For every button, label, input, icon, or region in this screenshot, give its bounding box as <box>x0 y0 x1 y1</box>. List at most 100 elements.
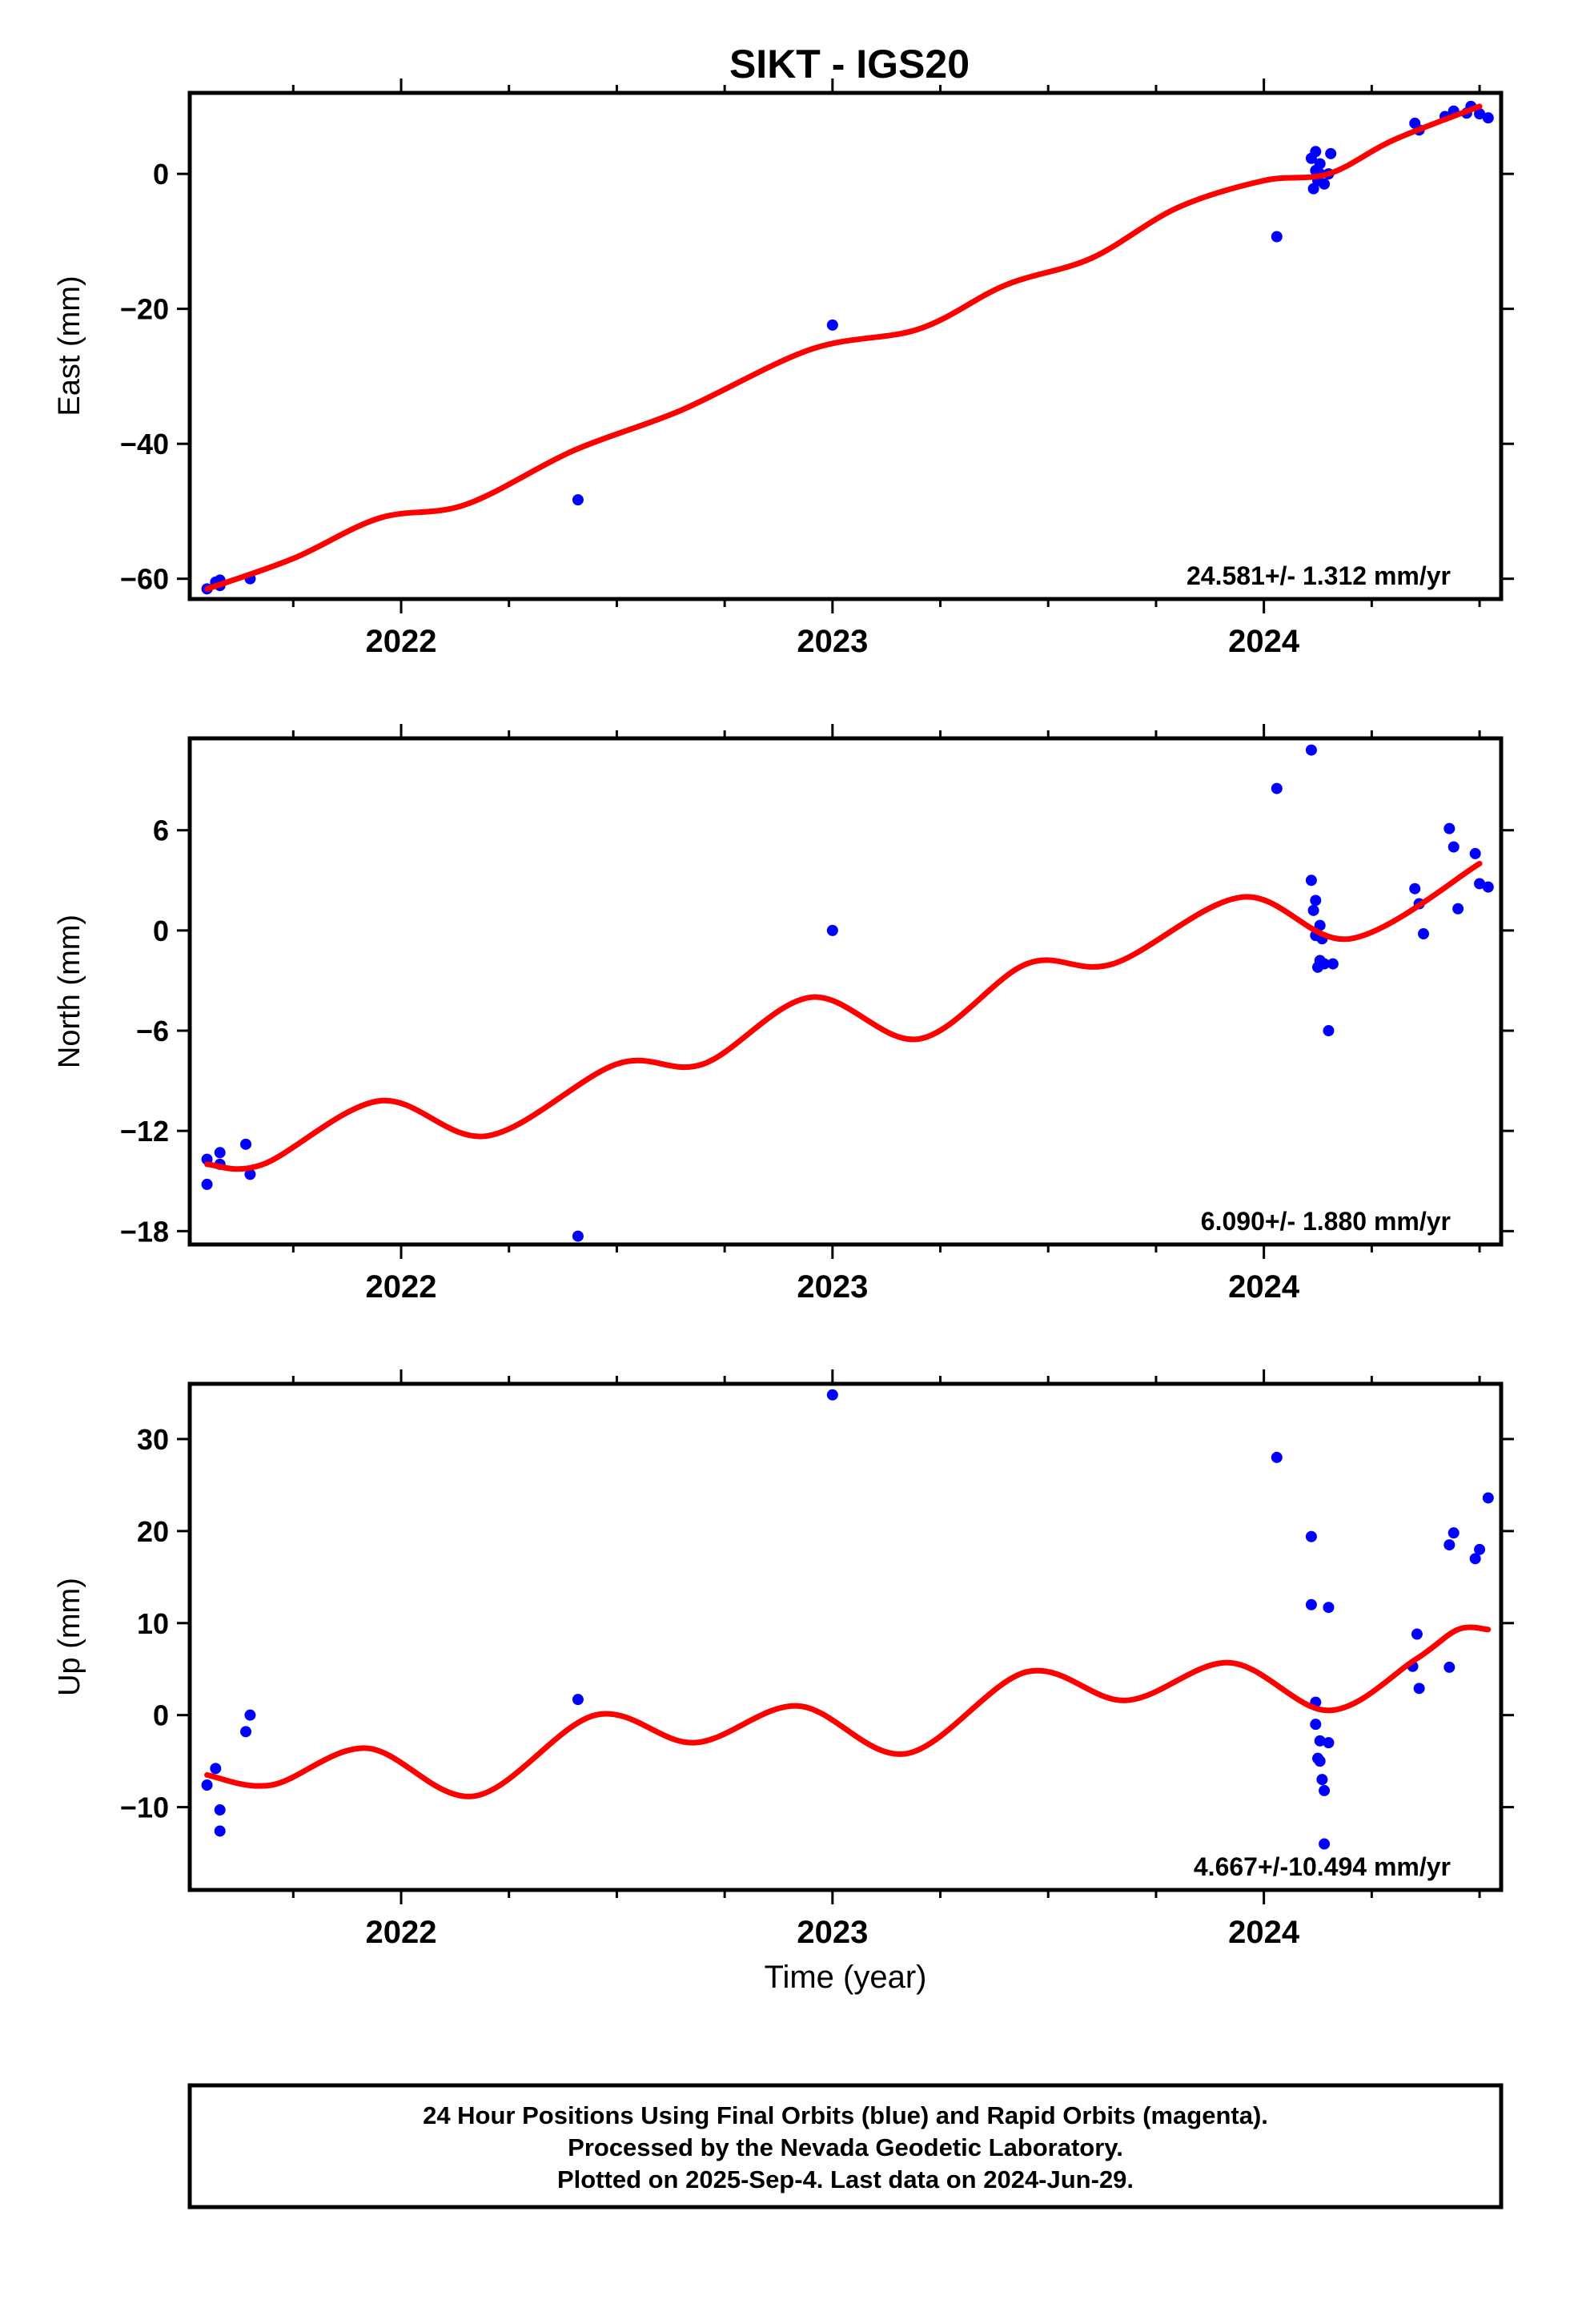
data-point <box>1305 744 1317 756</box>
y-tick-label: −6 <box>136 1015 169 1047</box>
data-point <box>1443 822 1456 834</box>
x-tick-label: 2023 <box>797 1915 868 1950</box>
data-point <box>1305 875 1317 887</box>
data-point <box>1482 881 1494 893</box>
data-point <box>1418 928 1430 940</box>
data-point <box>1413 1683 1425 1695</box>
y-tick-label: 20 <box>137 1515 169 1548</box>
y-tick-label: −40 <box>120 428 169 460</box>
x-tick-label: 2024 <box>1228 624 1300 659</box>
data-point <box>1482 1492 1494 1504</box>
data-point <box>1305 1598 1317 1610</box>
data-point <box>1323 1737 1335 1749</box>
y-tick-label: 30 <box>137 1423 169 1456</box>
data-point <box>1271 782 1283 794</box>
data-point <box>201 1178 213 1190</box>
y-tick-label: −20 <box>120 293 169 326</box>
data-point <box>1307 904 1319 916</box>
y-tick-label: 0 <box>153 158 169 191</box>
data-point <box>1469 847 1481 859</box>
data-point <box>1325 147 1337 159</box>
x-tick-label: 2024 <box>1228 1915 1300 1950</box>
data-point <box>1323 1602 1335 1614</box>
data-point <box>244 1709 256 1721</box>
x-tick-label: 2022 <box>366 1915 437 1950</box>
y-tick-label: 0 <box>153 915 169 947</box>
data-point <box>826 319 838 331</box>
y-axis-label: Up (mm) <box>53 1578 86 1696</box>
data-point <box>1314 1755 1326 1767</box>
data-point <box>1411 1628 1423 1640</box>
data-point <box>1310 146 1322 158</box>
fit-line <box>204 103 1483 592</box>
data-point <box>1314 158 1326 170</box>
footer-frame <box>187 2083 1504 2209</box>
data-point <box>240 1138 252 1150</box>
x-tick-label: 2023 <box>797 1269 868 1305</box>
data-point <box>1443 1661 1456 1673</box>
x-tick-label: 2022 <box>366 1269 437 1305</box>
panel-frame <box>187 90 1504 601</box>
data-point <box>1314 1735 1326 1747</box>
plot-area <box>201 100 1494 595</box>
data-point <box>214 1804 226 1816</box>
data-point <box>1443 1539 1456 1551</box>
data-point <box>240 1726 252 1738</box>
data-point <box>1319 1784 1331 1796</box>
panel-1: 0 −20 −40 −60 2022 2023 2024 East (mm) 24.581+/-… <box>53 78 1514 659</box>
data-point <box>1482 112 1494 124</box>
plot-area <box>201 744 1494 1242</box>
panel-3: 30 20 10 0 −10 2022 2023 2024 Up (mm) Time (year)… <box>53 1369 1514 1995</box>
data-point <box>1447 1527 1460 1539</box>
y-tick-label: 0 <box>153 1699 169 1732</box>
data-point <box>1310 895 1322 907</box>
data-point <box>1305 1530 1317 1542</box>
y-tick-label: −60 <box>120 563 169 596</box>
x-tick-label: 2024 <box>1228 1269 1300 1305</box>
data-point <box>1474 108 1486 120</box>
fit-line <box>204 1624 1492 1799</box>
y-tick-label: −12 <box>120 1115 169 1148</box>
data-point <box>1319 1838 1331 1850</box>
data-point <box>1452 903 1464 915</box>
y-tick-label: −18 <box>120 1215 169 1248</box>
x-tick-label: 2023 <box>797 624 868 659</box>
data-point <box>1271 231 1283 243</box>
footer-line-1: 24 Hour Positions Using Final Orbits (bl… <box>423 2101 1268 2129</box>
y-axis-label: East (mm) <box>53 275 86 416</box>
data-point <box>1474 878 1486 890</box>
data-point <box>1474 1543 1486 1555</box>
data-point <box>572 494 584 506</box>
y-axis-label: North (mm) <box>53 915 86 1068</box>
y-tick-label: −10 <box>120 1791 169 1824</box>
rate-annotation: 4.667+/-10.494 mm/yr <box>1194 1852 1451 1881</box>
rate-annotation: 6.090+/- 1.880 mm/yr <box>1201 1207 1451 1236</box>
panel-2: 6 0 −6 −12 −18 2022 2023 2024 North (mm) 6.090+/-… <box>53 724 1514 1305</box>
y-tick-label: 6 <box>153 814 169 847</box>
data-point <box>572 1694 584 1706</box>
data-point <box>244 1168 256 1180</box>
rate-annotation: 24.581+/- 1.312 mm/yr <box>1186 561 1451 590</box>
data-point <box>1469 1553 1481 1565</box>
data-point <box>1323 1025 1335 1037</box>
panel-frame <box>187 736 1504 1247</box>
fit-line <box>204 860 1483 1172</box>
x-axis-label: Time (year) <box>765 1960 927 1995</box>
footer-box: 24 Hour Positions Using Final Orbits (bl… <box>187 2083 1504 2209</box>
plot-area <box>201 1389 1494 1850</box>
data-point <box>1314 919 1326 931</box>
data-point <box>1271 1451 1283 1463</box>
data-point <box>1327 958 1339 970</box>
data-point <box>826 1389 838 1401</box>
data-point <box>214 1825 226 1837</box>
data-point <box>214 1147 226 1159</box>
data-point <box>1319 178 1331 190</box>
data-point <box>201 1779 213 1791</box>
y-tick-label: 10 <box>137 1607 169 1640</box>
data-point <box>210 1763 222 1775</box>
chart-title: SIKT - IGS20 <box>729 42 970 86</box>
data-point <box>1409 883 1421 895</box>
data-point <box>826 924 838 936</box>
data-point <box>1319 958 1331 970</box>
